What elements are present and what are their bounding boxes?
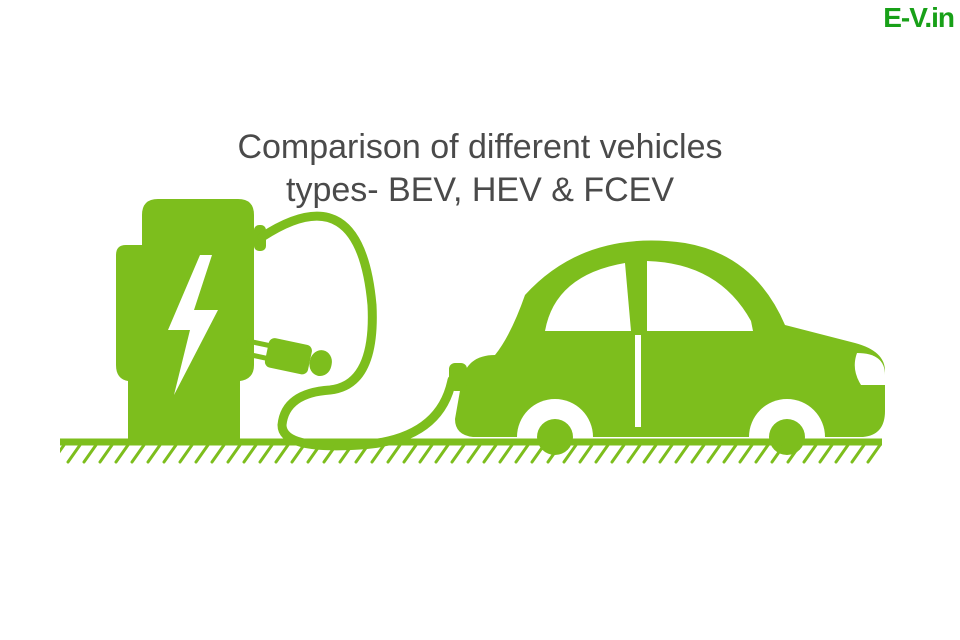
power-plug-icon <box>242 332 334 380</box>
site-watermark: E-V.in <box>883 2 954 34</box>
charging-station-icon <box>116 199 266 440</box>
charging-cable-icon <box>242 216 452 446</box>
ev-charging-illustration <box>60 195 900 475</box>
ground-svg <box>60 438 882 466</box>
ground-hatching <box>60 438 882 466</box>
title-line-1: Comparison of different vehicles <box>0 126 960 169</box>
ev-scene-svg <box>60 195 900 475</box>
